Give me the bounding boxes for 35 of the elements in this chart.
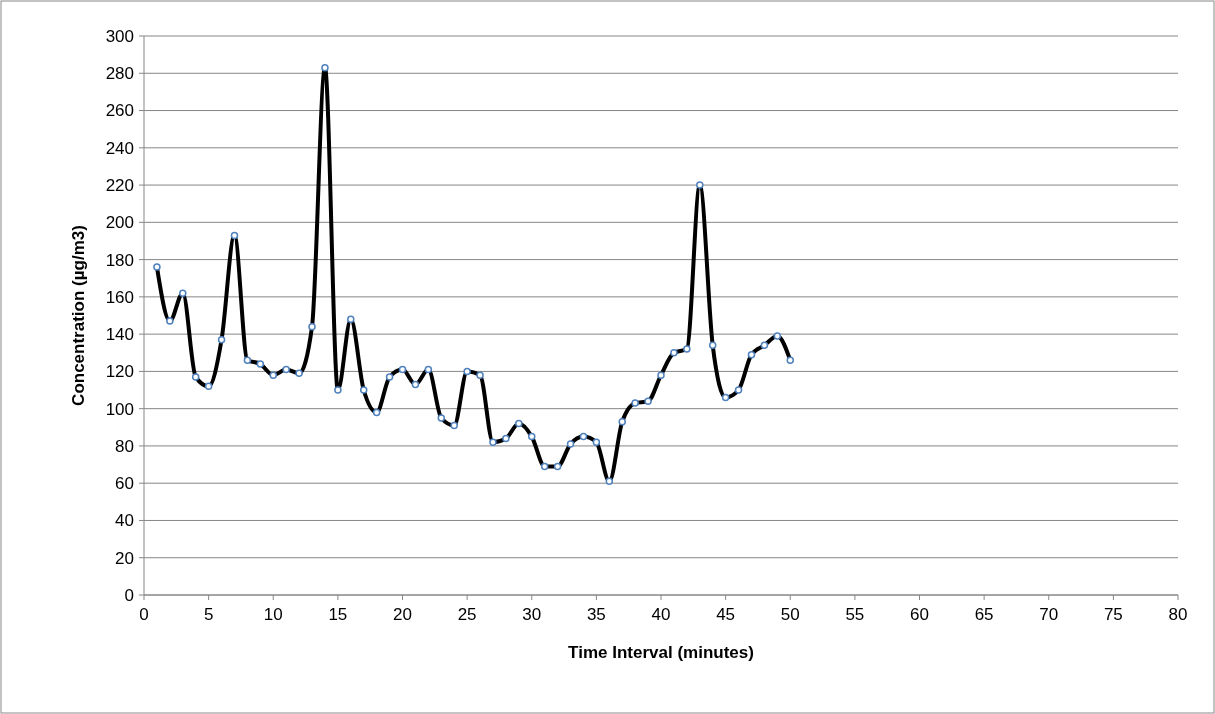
y-tick-label: 300 xyxy=(105,26,134,46)
y-tick-label: 220 xyxy=(105,176,134,196)
x-axis-title: Time Interval (minutes) xyxy=(568,643,754,662)
x-tick-label: 55 xyxy=(845,605,865,624)
y-tick-label: 240 xyxy=(105,138,134,158)
x-tick-label: 10 xyxy=(263,605,283,624)
y-axis-title: Concentration (µg/m3) xyxy=(69,225,88,406)
x-tick-label: 65 xyxy=(974,605,994,624)
y-tick-label: 120 xyxy=(105,362,134,382)
y-tick-label: 100 xyxy=(105,399,134,419)
y-tick-label: 140 xyxy=(105,325,134,345)
x-tick-label: 50 xyxy=(780,605,800,624)
x-tick-label: 5 xyxy=(203,605,214,624)
x-tick-label: 20 xyxy=(393,605,412,624)
x-tick-label: 70 xyxy=(1039,605,1059,624)
y-tick-label: 40 xyxy=(115,511,134,531)
y-tick-label: 60 xyxy=(115,474,134,494)
x-tick-label: 30 xyxy=(522,605,542,624)
x-tick-label: 60 xyxy=(910,605,929,624)
y-tick-label: 20 xyxy=(115,548,134,568)
y-tick-label: 200 xyxy=(105,213,134,233)
x-tick-label: 80 xyxy=(1168,605,1188,624)
y-tick-label: 180 xyxy=(105,250,134,270)
x-tick-label: 15 xyxy=(328,605,348,624)
x-tick-label: 0 xyxy=(139,605,149,624)
y-tick-label: 260 xyxy=(105,101,134,121)
x-tick-label: 35 xyxy=(586,605,606,624)
y-tick-label: 0 xyxy=(124,585,134,605)
y-tick-label: 160 xyxy=(105,287,134,307)
x-tick-label: 75 xyxy=(1103,605,1123,624)
y-tick-label: 80 xyxy=(115,436,134,456)
x-tick-label: 25 xyxy=(457,605,477,624)
x-tick-label: 45 xyxy=(716,605,736,624)
x-tick-label: 40 xyxy=(651,605,671,624)
y-tick-label: 280 xyxy=(105,64,134,84)
